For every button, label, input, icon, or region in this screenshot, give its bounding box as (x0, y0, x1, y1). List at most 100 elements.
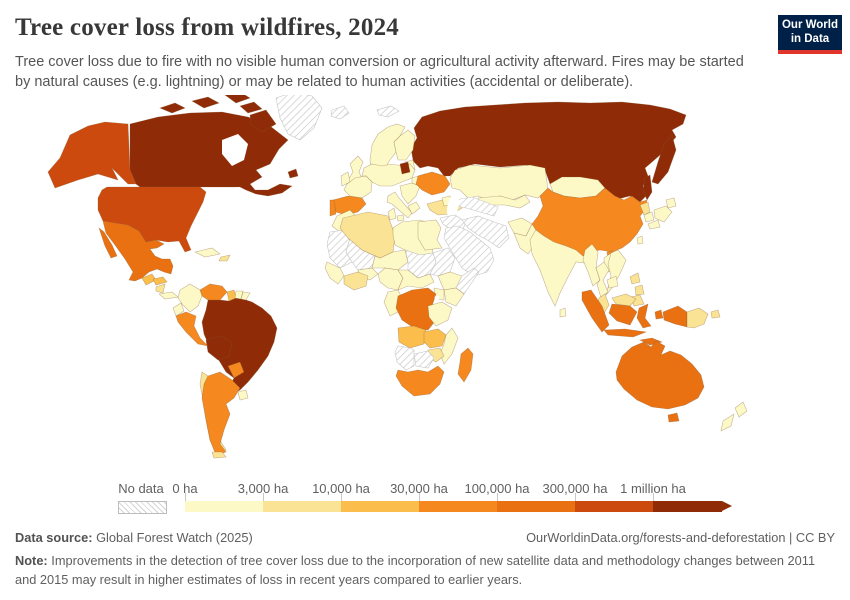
country-egypt[interactable] (417, 219, 443, 251)
country-north-korea[interactable] (639, 201, 651, 216)
country-tierra-del-fuego[interactable] (211, 451, 227, 459)
country-united-states-alaska[interactable] (47, 121, 137, 189)
country-arabian-peninsula[interactable] (443, 225, 495, 277)
country-angola[interactable] (397, 325, 427, 349)
country-venezuela[interactable] (199, 283, 228, 301)
country-indonesia-kalimantan[interactable] (608, 303, 638, 326)
legend-segment[interactable] (419, 501, 497, 512)
country-botswana[interactable] (413, 350, 435, 369)
country-malawi-mozambique[interactable] (439, 327, 459, 365)
country-ukraine[interactable] (415, 171, 451, 196)
country-belarus[interactable] (399, 161, 411, 175)
country-uruguay[interactable] (237, 389, 249, 401)
country-papua-new-guinea[interactable] (686, 307, 709, 329)
country-france[interactable] (343, 175, 373, 199)
country-nicaragua[interactable] (155, 283, 166, 294)
country-honduras[interactable] (152, 276, 168, 286)
country-japan-kyushu[interactable] (647, 219, 661, 230)
country-niger[interactable] (371, 249, 409, 271)
country-canada[interactable] (129, 111, 293, 197)
country-kazakhstan[interactable] (449, 164, 549, 201)
country-balkans[interactable] (399, 182, 421, 205)
country-italy[interactable] (386, 191, 413, 219)
country-malaysia-borneo[interactable] (611, 293, 637, 307)
data-source-text[interactable]: Global Forest Watch (2025) (96, 530, 253, 545)
country-russia-sakhalin[interactable] (642, 174, 653, 201)
country-kenya[interactable] (443, 287, 465, 307)
country-indonesia-sumatra[interactable] (581, 289, 610, 333)
country-russia-kamchatka[interactable] (651, 134, 677, 185)
country-canada-baffin[interactable] (249, 109, 277, 133)
country-cuba[interactable] (194, 247, 221, 258)
country-canada-island[interactable] (224, 95, 251, 104)
country-iceland[interactable] (330, 105, 350, 120)
chart-subtitle: Tree cover loss due to fire with no visi… (15, 54, 744, 91)
country-paraguay[interactable] (227, 361, 245, 379)
country-cambodia[interactable] (606, 275, 619, 289)
owid-logo[interactable]: Our World in Data (778, 15, 842, 54)
country-cameroon-car[interactable] (397, 269, 435, 291)
country-turkmenistan[interactable] (454, 196, 499, 217)
country-french-guiana[interactable] (240, 291, 251, 301)
no-data-swatch[interactable] (118, 501, 167, 514)
country-indonesia-maluku[interactable] (654, 309, 664, 320)
country-finland[interactable] (393, 129, 416, 161)
country-greenland[interactable] (275, 95, 323, 141)
owid-link[interactable]: OurWorldinData.org/forests-and-deforesta… (526, 530, 835, 545)
country-indonesia-sulawesi[interactable] (636, 303, 652, 329)
country-taiwan[interactable] (636, 235, 644, 245)
country-argentina[interactable] (201, 371, 241, 456)
country-philippines[interactable] (629, 272, 641, 285)
country-indonesian-papua[interactable] (662, 305, 688, 328)
legend-segment[interactable] (185, 501, 263, 512)
country-senegal-guinea[interactable] (324, 261, 345, 285)
legend-segment[interactable] (653, 501, 722, 512)
country-canada-newfoundland[interactable] (287, 168, 299, 179)
country-bolivia[interactable] (205, 335, 233, 361)
country-new-britain[interactable] (710, 309, 721, 319)
country-iran[interactable] (461, 215, 510, 249)
country-tanzania[interactable] (427, 301, 453, 327)
country-ecuador[interactable] (172, 302, 185, 317)
country-tasmania[interactable] (667, 412, 680, 423)
country-canada-island[interactable] (239, 101, 263, 114)
country-somalia[interactable] (455, 267, 480, 295)
country-namibia[interactable] (394, 345, 415, 371)
country-new-zealand-north[interactable] (734, 401, 748, 418)
country-new-zealand-south[interactable] (720, 413, 735, 432)
country-ivory-coast-ghana[interactable] (343, 271, 369, 291)
country-united-states[interactable] (97, 186, 207, 253)
legend-segment[interactable] (575, 501, 653, 512)
country-colombia[interactable] (177, 283, 203, 313)
country-svalbard[interactable] (376, 105, 400, 118)
country-greece[interactable] (407, 201, 421, 215)
country-mexico-baja[interactable] (98, 227, 118, 259)
country-japan-hokkaido[interactable] (665, 197, 677, 209)
country-sri-lanka[interactable] (559, 307, 567, 318)
country-south-africa[interactable] (395, 365, 445, 397)
country-spain[interactable] (332, 195, 367, 216)
country-philippines[interactable] (634, 284, 645, 296)
country-zambia[interactable] (423, 328, 447, 349)
country-indonesia-java[interactable] (603, 328, 648, 338)
legend-segment[interactable] (497, 501, 575, 512)
country-canada-island[interactable] (159, 102, 186, 114)
legend-segment[interactable] (263, 501, 341, 512)
country-mexico[interactable] (102, 220, 174, 282)
country-hispaniola[interactable] (218, 254, 231, 262)
legend-segment[interactable] (341, 501, 419, 512)
country-japan-honshu[interactable] (653, 205, 673, 223)
country-russia[interactable] (410, 101, 687, 203)
country-portugal[interactable] (329, 199, 337, 217)
country-south-korea[interactable] (643, 211, 655, 223)
country-australia[interactable] (615, 340, 705, 410)
country-costa-rica-panama[interactable] (158, 291, 179, 300)
country-canada-island[interactable] (191, 96, 220, 109)
country-china[interactable] (531, 187, 648, 257)
country-thailand[interactable] (595, 261, 610, 299)
country-peru[interactable] (175, 311, 209, 347)
country-italy-sicily[interactable] (396, 214, 405, 222)
country-tunisia[interactable] (387, 207, 397, 221)
country-madagascar[interactable] (457, 347, 474, 383)
country-philippines[interactable] (630, 294, 645, 307)
